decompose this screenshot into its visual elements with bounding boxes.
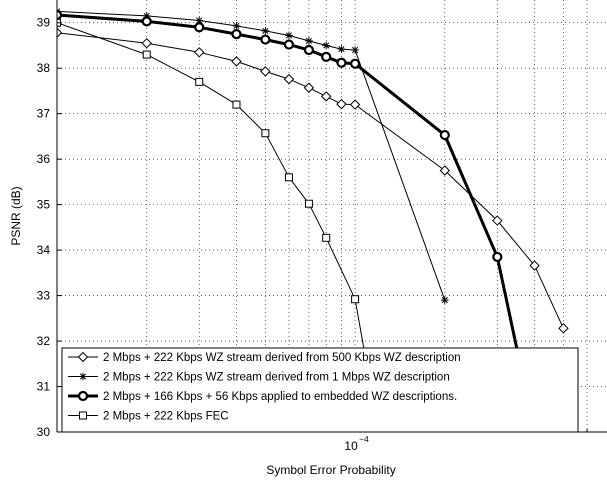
data-point-star [142, 12, 151, 20]
series-circle [57, 9, 537, 432]
data-point-diamond [439, 165, 451, 176]
data-point-diamond [194, 47, 205, 58]
data-point-circle [439, 129, 450, 141]
data-point-diamond [57, 27, 63, 38]
data-point-star [322, 41, 330, 50]
y-axis-label: PSNR (dB) [9, 186, 23, 245]
x-tick-label-exponent: −4 [359, 434, 369, 444]
data-point-circle [260, 34, 271, 45]
data-point-diamond [141, 37, 152, 49]
data-point-diamond [77, 351, 89, 363]
data-point-square [232, 100, 241, 109]
series-line [57, 22, 380, 432]
legend-entry-label: 2 Mbps + 166 Kbps + 56 Kbps applied to e… [103, 391, 457, 403]
data-point-square [322, 233, 331, 242]
data-point-star [79, 372, 87, 381]
y-tick-label: 32 [37, 334, 51, 348]
x-axis-label: Symbol Error Probability [266, 463, 395, 477]
data-point-diamond [349, 99, 361, 110]
data-point-star [441, 296, 449, 304]
data-point-star [285, 31, 293, 40]
legend-entry-label: 2 Mbps + 222 Kbps WZ stream derived from… [103, 352, 461, 364]
y-tick-label: 30 [37, 425, 51, 439]
data-point-circle [492, 251, 503, 263]
data-point-diamond [260, 66, 271, 77]
y-tick-label: 39 [37, 16, 51, 30]
data-point-circle [283, 39, 295, 50]
y-tick-label: 37 [37, 107, 51, 121]
data-point-diamond [492, 215, 503, 226]
data-point-star [195, 16, 204, 25]
legend: 2 Mbps + 222 Kbps WZ stream derived from… [61, 347, 579, 433]
legend-entry-label: 2 Mbps + 222 Kbps FEC [103, 411, 229, 423]
data-point-circle [336, 57, 347, 68]
y-tick-label: 38 [37, 61, 51, 75]
data-point-circle [57, 9, 63, 21]
legend-box [61, 347, 579, 433]
data-point-circle [349, 58, 361, 69]
data-point-diamond [303, 82, 315, 93]
data-point-star [305, 37, 313, 45]
data-point-square [261, 129, 270, 138]
series-line [57, 32, 564, 329]
series-square [57, 18, 380, 432]
data-point-diamond [558, 323, 569, 334]
data-point-circle [194, 22, 205, 33]
data-point-circle [231, 29, 242, 40]
data-point-star [351, 46, 359, 54]
data-point-square [304, 199, 313, 208]
series-diamond [57, 27, 569, 334]
data-point-circle [303, 44, 315, 56]
data-point-square [195, 77, 204, 86]
data-point-diamond [336, 98, 347, 110]
data-point-circle [141, 16, 152, 27]
data-point-star [261, 27, 270, 35]
data-point-square [351, 295, 360, 304]
data-point-diamond [529, 260, 540, 271]
y-tick-label: 33 [37, 289, 51, 303]
data-point-square [142, 50, 151, 59]
data-point-star [232, 22, 241, 30]
data-point-circle [321, 51, 332, 62]
series-layer [57, 7, 569, 432]
series-star [57, 7, 449, 304]
data-point-square [284, 173, 293, 182]
ticks: 30 31 32 33 34 35 36 37 38 39 10 −4 [37, 16, 588, 453]
legend-entry-label: 2 Mbps + 222 Kbps WZ stream derived from… [103, 372, 450, 384]
data-point-diamond [283, 73, 295, 85]
data-point-circle [77, 390, 89, 402]
data-point-diamond [320, 91, 332, 102]
y-tick-label: 31 [37, 380, 51, 394]
y-tick-label: 34 [37, 243, 51, 257]
x-tick-label: 10 [344, 439, 358, 453]
data-point-diamond [231, 56, 242, 67]
y-tick-label: 36 [37, 152, 51, 166]
y-tick-label: 35 [37, 198, 51, 212]
data-point-square [79, 411, 87, 420]
data-point-star [337, 45, 346, 53]
